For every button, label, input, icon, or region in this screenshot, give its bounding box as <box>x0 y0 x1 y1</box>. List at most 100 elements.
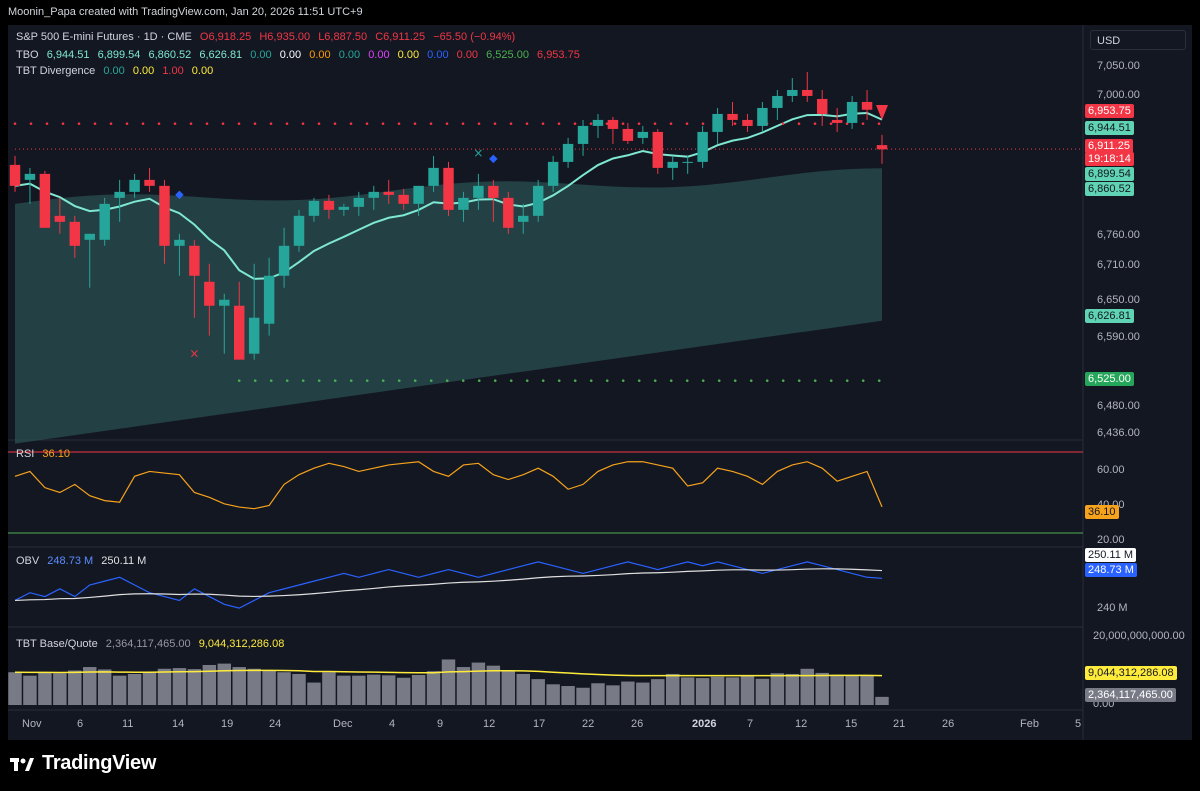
tbt-legend[interactable]: TBT Divergence 0.00 0.00 1.00 0.00 <box>16 65 218 77</box>
support-dot <box>669 379 673 382</box>
support-dot <box>237 379 241 382</box>
resistance-dot <box>477 122 481 125</box>
candle-body <box>861 101 873 110</box>
support-dot <box>317 379 321 382</box>
support-dot <box>829 379 833 382</box>
chart-panel[interactable]: × × <box>8 25 1192 740</box>
candle-body <box>652 131 664 168</box>
volume-tag: 2,364,117,465.00 <box>1085 688 1176 702</box>
resistance-dot <box>637 122 641 125</box>
volume-bar <box>621 681 635 705</box>
support-dot <box>701 379 705 382</box>
support-dot <box>461 379 465 382</box>
support-dot <box>813 379 817 382</box>
support-dot <box>541 379 545 382</box>
tbo-v0: 6,944.51 <box>46 49 90 61</box>
candle-body <box>24 173 36 180</box>
signal-diamond-icon <box>489 154 498 164</box>
obv-name[interactable]: OBV <box>16 555 40 567</box>
resistance-dot <box>125 122 129 125</box>
rsi-tick: 20.00 <box>1097 534 1125 546</box>
support-dot <box>493 379 497 382</box>
rsi-tag: 36.10 <box>1085 505 1119 519</box>
rsi-legend[interactable]: RSI 36.10 <box>16 448 75 460</box>
resistance-dot <box>285 122 289 125</box>
candle-body <box>876 145 888 150</box>
resistance-dot <box>381 122 385 125</box>
volume-name[interactable]: TBT Base/Quote <box>16 638 98 650</box>
candle-body <box>323 200 335 210</box>
tbo-v12: 6,525.00 <box>486 49 529 61</box>
volume-bar <box>680 677 695 705</box>
volume-ma-line <box>14 669 883 677</box>
candle-body <box>84 233 95 240</box>
support-dot <box>605 379 609 382</box>
rsi-name[interactable]: RSI <box>16 448 35 460</box>
price-tick: 7,050.00 <box>1097 60 1140 72</box>
volume-bar <box>531 679 545 705</box>
tbt-name[interactable]: TBT Divergence <box>16 65 96 77</box>
tbo-legend[interactable]: TBO 6,944.51 6,899.54 6,860.52 6,626.81 … <box>16 49 585 61</box>
resistance-dot <box>861 122 865 125</box>
chart-canvas[interactable]: ×× <box>8 25 1192 740</box>
resistance-dot <box>333 122 337 125</box>
symbol-name[interactable]: S&P 500 E-mini Futures · 1D · CME <box>16 31 192 43</box>
support-dot <box>429 379 433 382</box>
time-tick: Dec <box>333 718 353 730</box>
sell-triangle-icon <box>876 104 888 120</box>
candle-body <box>398 194 409 204</box>
support-dot <box>861 379 865 382</box>
time-tick-year: 2026 <box>692 718 717 730</box>
candle-body <box>114 191 125 198</box>
obv-tag: 248.73 M <box>1085 563 1137 577</box>
volume-bar <box>695 678 710 705</box>
rsi-line <box>14 461 883 510</box>
candle-body <box>562 143 574 162</box>
rsi-tick: 60.00 <box>1097 464 1125 476</box>
obv-legend[interactable]: OBV 248.73 M 250.11 M <box>16 555 151 567</box>
tbo-cloud <box>15 168 882 444</box>
resistance-dot <box>461 122 465 125</box>
resistance-dot <box>141 122 145 125</box>
candle-body <box>831 119 843 123</box>
tbo-v13: 6,953.75 <box>537 49 580 61</box>
volume-bar <box>830 674 844 705</box>
brand-name: TradingView <box>42 752 157 774</box>
volume-legend[interactable]: TBT Base/Quote 2,364,117,465.00 9,044,31… <box>16 638 289 650</box>
volume-bar <box>411 674 426 705</box>
tbo-name[interactable]: TBO <box>16 49 39 61</box>
volume-bar <box>815 672 829 705</box>
currency-button[interactable]: USD <box>1090 30 1186 50</box>
resistance-dot <box>541 122 545 125</box>
time-tick: 12 <box>483 718 496 730</box>
support-dot <box>397 379 401 382</box>
resistance-dot <box>173 122 177 125</box>
candle-body <box>443 167 454 210</box>
candle-body <box>532 185 544 216</box>
support-dot <box>349 379 353 382</box>
resistance-dot <box>589 122 593 125</box>
symbol-legend[interactable]: S&P 500 E-mini Futures · 1D · CME O6,918… <box>16 31 520 43</box>
volume-bar <box>157 668 172 705</box>
support-dot <box>269 379 273 382</box>
volume-bar <box>127 673 142 705</box>
volume-bar <box>217 663 232 705</box>
volume-bar <box>800 668 814 705</box>
volume-bar <box>486 665 501 705</box>
resistance-dot <box>621 122 625 125</box>
candle-body <box>9 164 21 186</box>
resistance-dot <box>269 122 273 125</box>
resistance-dot <box>61 122 65 125</box>
footer-brand[interactable]: TradingView <box>10 752 156 775</box>
candle-body <box>488 185 499 198</box>
signal-cross-icon: × <box>189 347 199 361</box>
resistance-dot <box>93 122 97 125</box>
resistance-dot <box>701 122 705 125</box>
volume-bar <box>561 686 575 705</box>
volume-bar <box>277 672 291 705</box>
resistance-dot <box>653 122 657 125</box>
support-dot <box>557 379 561 382</box>
volume-bar <box>516 673 530 705</box>
bar-countdown: 19:18:14 <box>1085 152 1134 166</box>
time-tick: 15 <box>845 718 858 730</box>
